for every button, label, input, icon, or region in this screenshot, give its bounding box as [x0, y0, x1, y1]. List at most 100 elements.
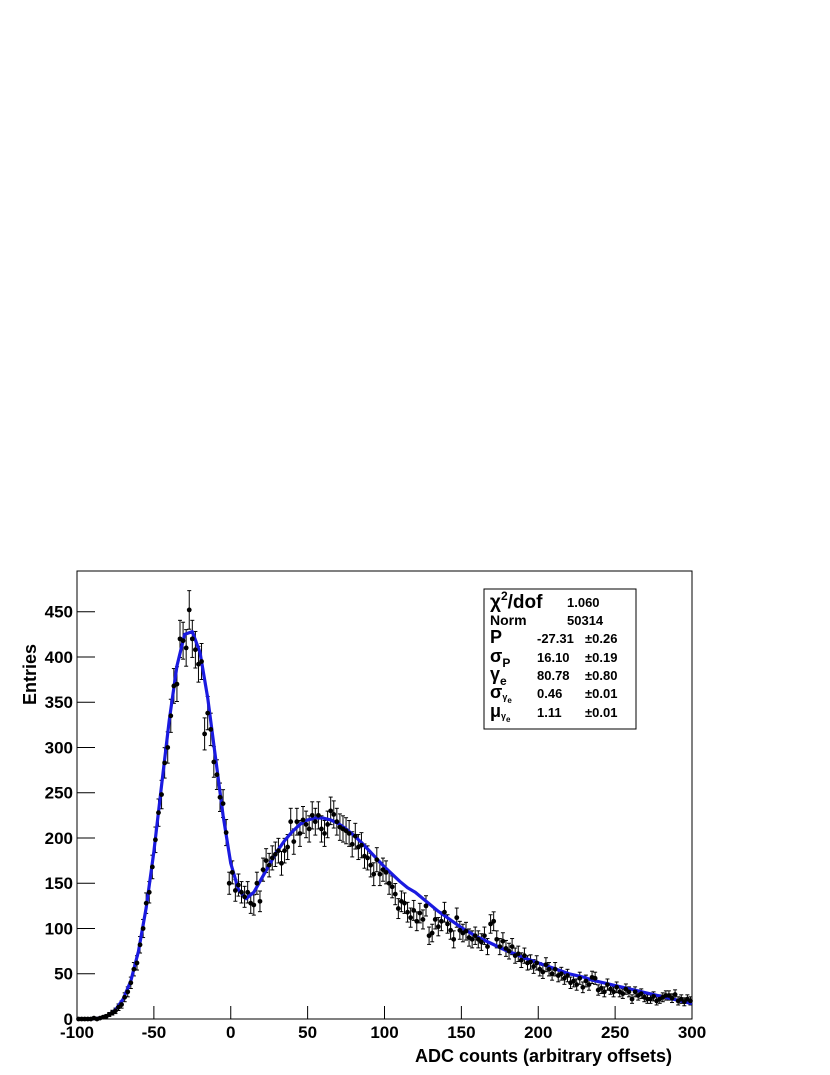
data-point	[672, 992, 678, 997]
data-point	[561, 975, 567, 981]
data-point	[429, 930, 435, 936]
data-point	[211, 759, 217, 765]
data-point	[312, 819, 318, 825]
data-point	[435, 924, 441, 930]
data-point	[180, 638, 186, 644]
stats-value: 16.10	[537, 650, 570, 665]
data-point	[534, 960, 540, 966]
data-point	[128, 980, 134, 986]
data-point	[245, 889, 251, 895]
data-point	[540, 969, 546, 975]
data-point	[531, 964, 537, 969]
data-point	[276, 848, 281, 854]
data-point	[408, 915, 414, 921]
data-point	[149, 864, 155, 870]
data-point	[389, 884, 395, 890]
data-point	[254, 880, 260, 886]
data-point	[651, 993, 656, 999]
data-point	[605, 982, 610, 988]
data-point	[334, 819, 340, 825]
data-point	[626, 989, 632, 995]
data-point	[159, 792, 164, 797]
data-point	[478, 939, 484, 945]
data-point	[463, 928, 469, 934]
data-point	[491, 918, 497, 924]
y-tick-label: 300	[45, 738, 73, 757]
data-point	[294, 819, 300, 825]
data-point	[583, 978, 589, 984]
data-point	[352, 833, 358, 839]
data-point	[343, 828, 349, 834]
data-point	[580, 984, 586, 990]
data-point	[386, 880, 392, 886]
data-point	[620, 991, 626, 997]
data-point	[217, 794, 223, 800]
stats-label: P	[490, 627, 502, 647]
data-point	[371, 871, 377, 877]
data-point	[669, 995, 675, 1001]
y-tick-label: 200	[45, 829, 73, 848]
data-point	[503, 946, 509, 951]
data-point	[260, 867, 266, 873]
stats-symbol: γ	[490, 664, 500, 684]
data-point	[638, 991, 644, 997]
stats-value: 1.060	[567, 595, 600, 610]
data-point	[509, 944, 515, 949]
data-point	[232, 888, 238, 893]
data-point	[475, 936, 481, 942]
data-point	[374, 857, 380, 863]
data-point	[131, 966, 137, 972]
data-point	[601, 989, 607, 995]
data-point	[282, 848, 287, 854]
data-point	[688, 998, 693, 1004]
data-point	[629, 996, 635, 1002]
data-point	[279, 860, 284, 866]
data-point	[156, 810, 161, 816]
data-point	[500, 938, 506, 944]
data-point	[681, 999, 687, 1005]
data-point	[315, 812, 321, 818]
data-point	[359, 842, 364, 848]
stats-value: -27.31	[537, 631, 574, 646]
data-point	[623, 986, 629, 992]
data-point	[328, 808, 334, 814]
stats-sub: γ	[502, 692, 507, 702]
data-point	[549, 971, 555, 977]
data-point	[368, 862, 374, 868]
stats-value: 0.46	[537, 686, 562, 701]
data-point	[220, 801, 226, 806]
stats-symbol: σ	[490, 682, 502, 702]
stats-sub: e	[500, 674, 507, 688]
data-point	[325, 822, 331, 827]
data-point	[303, 822, 309, 827]
data-point	[405, 909, 410, 915]
data-point	[497, 944, 503, 949]
data-point	[186, 607, 192, 613]
data-point	[417, 910, 423, 916]
data-point	[448, 927, 454, 933]
y-tick-label: 150	[45, 874, 73, 893]
data-point	[205, 710, 211, 716]
data-point	[285, 844, 291, 850]
data-point	[485, 944, 490, 949]
data-point	[571, 978, 577, 984]
data-point	[168, 713, 174, 719]
data-point	[488, 921, 493, 927]
data-point	[392, 891, 398, 897]
stats-suffix: /dof	[508, 592, 543, 613]
data-point	[113, 1008, 118, 1014]
data-point	[122, 994, 128, 1000]
data-point	[445, 921, 450, 927]
data-point	[574, 982, 580, 988]
data-point	[506, 948, 512, 954]
stats-error: ±0.80	[585, 668, 617, 683]
data-point	[196, 661, 201, 667]
data-point	[269, 855, 275, 861]
data-point	[349, 841, 355, 847]
data-point	[331, 812, 337, 817]
data-point	[297, 831, 303, 836]
stats-value: 1.11	[537, 705, 562, 720]
stats-label: γe	[490, 664, 507, 688]
stats-label: Norm	[490, 612, 527, 628]
data-point	[266, 862, 272, 868]
